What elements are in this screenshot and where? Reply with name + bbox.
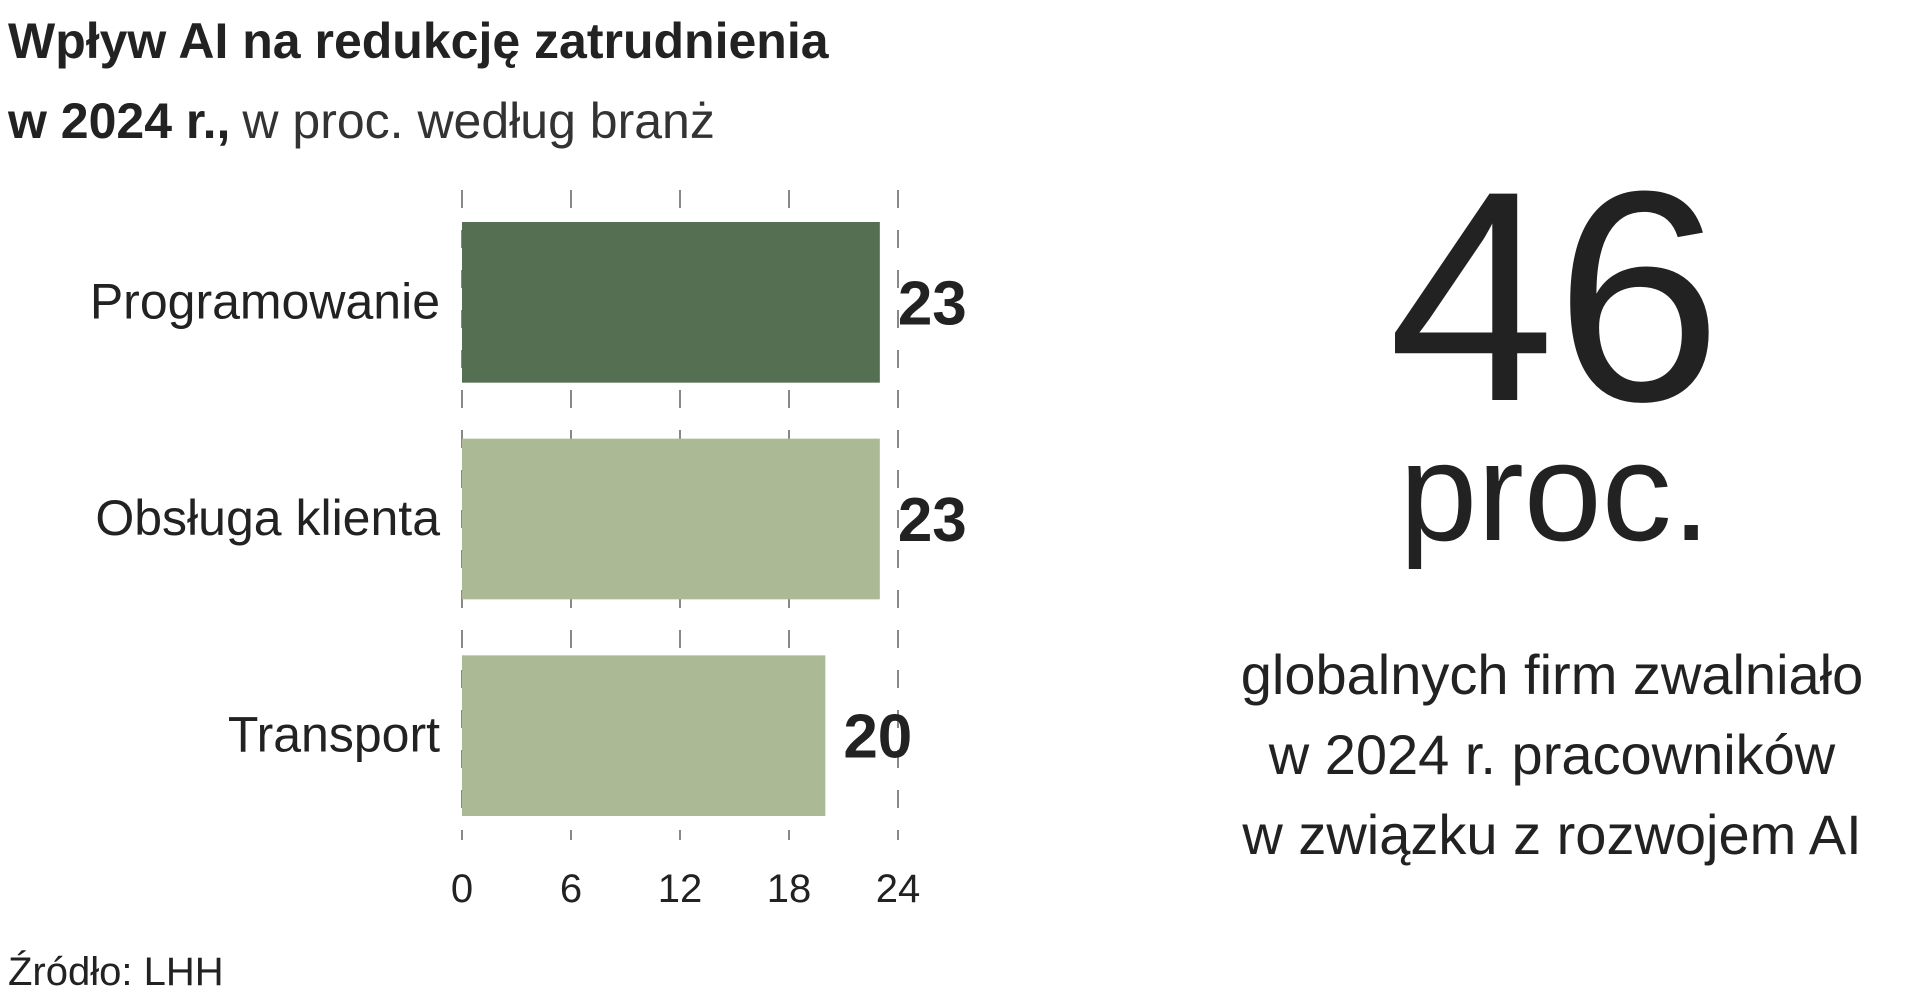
highlight-text: w 2024 r. pracowników	[1268, 723, 1836, 786]
source: Źródło: LHH	[8, 949, 224, 994]
y-tick-label: Obsługa klienta	[95, 490, 440, 546]
x-tick-label: 12	[658, 867, 703, 911]
x-tick-label: 24	[876, 867, 921, 911]
value-label: 20	[843, 703, 912, 772]
value-label: 23	[898, 269, 967, 338]
bar	[462, 655, 826, 816]
bar	[462, 438, 880, 600]
chart-title: Wpływ AI na redukcję zatrudnienia	[8, 13, 830, 69]
x-tick-label: 0	[451, 867, 473, 911]
x-tick-label: 18	[767, 867, 812, 911]
chart-title-line: w 2024 r., w proc. według branż	[7, 93, 715, 149]
chart-title-2: w 2024 r.,	[7, 93, 230, 149]
highlight-text: w związku z rozwojem AI	[1241, 803, 1861, 866]
highlight-unit: proc.	[1399, 413, 1710, 570]
y-tick-label: Transport	[228, 707, 440, 763]
bar	[462, 222, 880, 383]
highlight-text: globalnych firm zwalniało	[1241, 643, 1864, 706]
highlight-value: 46	[1388, 128, 1722, 464]
chart-subtitle: w proc. według branż	[241, 93, 714, 149]
value-label: 23	[898, 486, 967, 555]
x-tick-label: 6	[560, 867, 582, 911]
y-tick-label: Programowanie	[90, 273, 440, 329]
